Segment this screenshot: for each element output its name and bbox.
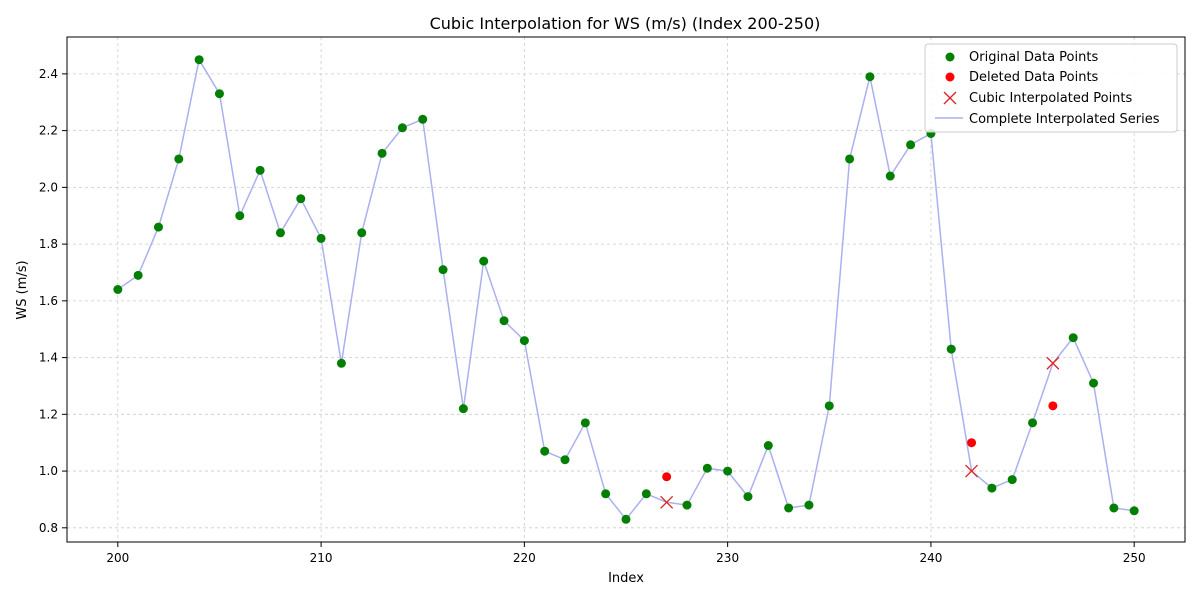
original-data-point xyxy=(723,466,733,476)
original-data-point xyxy=(702,463,712,473)
original-data-point xyxy=(479,256,489,266)
legend-series-label: Complete Interpolated Series xyxy=(969,112,1160,127)
legend-original-label: Original Data Points xyxy=(969,50,1098,65)
original-data-point xyxy=(865,72,875,82)
deleted-data-point xyxy=(1048,401,1058,411)
legend-deleted-marker xyxy=(945,72,955,82)
original-data-point xyxy=(641,489,651,499)
original-data-point xyxy=(438,265,448,275)
original-data-point xyxy=(845,154,855,164)
original-data-point xyxy=(601,489,611,499)
original-data-point xyxy=(235,211,245,221)
original-data-point xyxy=(275,228,285,238)
original-data-point xyxy=(682,500,692,510)
y-tick-label-0: 0.8 xyxy=(39,521,58,535)
cubic-interpolated-point xyxy=(1046,356,1060,370)
x-tick-label-2: 220 xyxy=(513,551,536,565)
original-data-point xyxy=(397,123,407,133)
original-data-point xyxy=(194,55,204,65)
original-data-point xyxy=(621,514,631,524)
original-data-point xyxy=(784,503,794,513)
x-axis-label: Index xyxy=(608,571,644,586)
original-data-point xyxy=(113,285,123,294)
cubic-interpolated-point xyxy=(965,464,979,478)
original-data-point xyxy=(560,455,570,465)
y-tick-label-7: 2.2 xyxy=(39,124,58,138)
original-data-point xyxy=(1089,378,1099,388)
original-data-point xyxy=(1068,333,1078,343)
chart-title: Cubic Interpolation for WS (m/s) (Index … xyxy=(430,14,821,33)
legend-interpolated-label: Cubic Interpolated Points xyxy=(969,91,1133,106)
original-data-point xyxy=(1007,475,1017,485)
legend-original-marker xyxy=(945,52,955,62)
original-data-point xyxy=(1109,503,1119,513)
original-data-point xyxy=(885,171,895,181)
original-data-point xyxy=(580,418,590,428)
original-data-point xyxy=(336,358,346,368)
legend-interpolated-marker xyxy=(943,91,957,105)
y-tick-label-8: 2.4 xyxy=(39,67,58,81)
legend-box xyxy=(924,43,1178,133)
x-tick-label-4: 240 xyxy=(919,551,942,565)
original-data-point xyxy=(377,148,387,158)
original-data-point xyxy=(174,154,184,164)
original-data-point xyxy=(540,446,550,456)
x-tick-label-1: 210 xyxy=(310,551,333,565)
original-data-point xyxy=(946,344,956,354)
ticks: 200 210 220 230 240 250 0.8 1.0 1.2 1.4 1.6 1.8 2.0 2… xyxy=(39,67,1146,565)
original-data-point xyxy=(499,316,509,326)
original-data-point xyxy=(133,270,143,280)
original-data-point xyxy=(357,228,367,238)
original-data-point xyxy=(1028,418,1038,428)
y-tick-label-3: 1.4 xyxy=(39,351,58,365)
x-tick-label-3: 230 xyxy=(716,551,739,565)
y-tick-label-1: 1.0 xyxy=(39,464,58,478)
x-tick-label-0: 200 xyxy=(106,551,129,565)
original-data-point xyxy=(316,233,326,243)
legend: Original Data Points Deleted Data Points… xyxy=(924,43,1178,133)
y-tick-label-6: 2.0 xyxy=(39,180,58,194)
original-data-point xyxy=(296,194,306,204)
original-data-point xyxy=(153,222,163,232)
y-axis-label: WS (m/s) xyxy=(15,260,30,319)
original-data-point xyxy=(418,114,428,124)
cubic-interpolated-point xyxy=(660,495,674,509)
markers xyxy=(113,55,1139,524)
y-tick-label-2: 1.2 xyxy=(39,407,58,421)
deleted-data-point xyxy=(662,472,672,482)
original-data-point xyxy=(906,140,916,150)
original-data-point xyxy=(214,89,224,99)
original-data-point xyxy=(458,404,468,414)
original-data-point xyxy=(804,500,814,510)
plot-frame xyxy=(66,36,1186,543)
x-tick-label-5: 250 xyxy=(1123,551,1146,565)
original-data-point xyxy=(743,492,753,502)
original-data-point xyxy=(824,401,834,411)
original-data-point xyxy=(519,336,529,346)
legend-deleted-label: Deleted Data Points xyxy=(969,70,1099,85)
y-tick-label-4: 1.6 xyxy=(39,294,58,308)
original-data-point xyxy=(763,441,773,451)
original-data-point xyxy=(987,483,997,493)
original-data-point xyxy=(255,165,265,175)
deleted-data-point xyxy=(967,438,977,448)
original-data-point xyxy=(1129,506,1139,516)
y-tick-label-5: 1.8 xyxy=(39,237,58,251)
